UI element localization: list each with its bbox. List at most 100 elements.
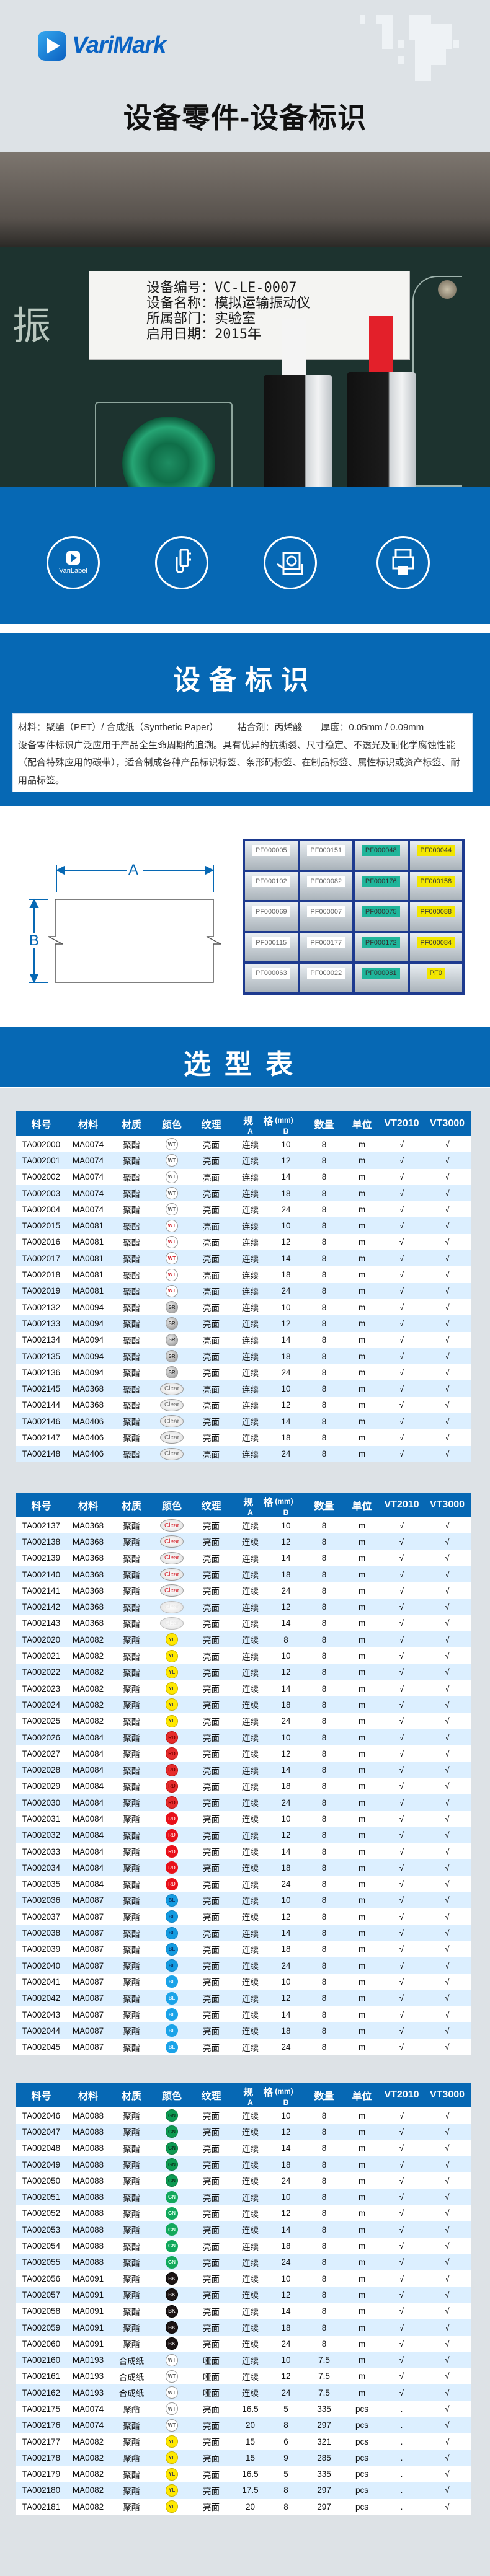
- table-row[interactable]: TA002023 MA0082 聚酯 YL 亮面 连续 14 8 m √ √: [16, 1680, 471, 1696]
- table-row[interactable]: TA002181 MA0082 聚酯 YL 亮面 20 8 297 pcs. √: [16, 2499, 471, 2515]
- table-row[interactable]: TA002060 MA0091 聚酯 BK 亮面 连续 24 8 m √ √: [16, 2336, 471, 2352]
- table-row[interactable]: TA002134 MA0094 聚酯 SR 亮面 连续 14 8 m √ √: [16, 1332, 471, 1348]
- cell-quality: 聚酯: [123, 2043, 140, 2053]
- table-row[interactable]: TA002030 MA0084 聚酯 RD 亮面 连续 24 8 m √ √: [16, 1794, 471, 1811]
- header-qty: 数量: [314, 1120, 334, 1131]
- table-row[interactable]: TA002047 MA0088 聚酯 GN 亮面 连续 12 8 m √ √: [16, 2124, 471, 2140]
- cell-qty: 8: [321, 1270, 327, 1280]
- table-row[interactable]: TA002175 MA0074 聚酯 WT 亮面 16.5 5 335 pcs. √: [16, 2401, 471, 2417]
- cell-spec-a: 连续: [242, 2177, 259, 2187]
- cell-texture: 亮面: [203, 1538, 220, 1548]
- cell-unit: m: [358, 1683, 366, 1693]
- cell-material: MA0074: [72, 1139, 104, 1149]
- table-row[interactable]: TA002041 MA0087 聚酯 BL 亮面 连续 10 8 m √ √: [16, 1974, 471, 1990]
- table-row[interactable]: TA002054 MA0088 聚酯 GN 亮面 连续 18 8 m √ √: [16, 2238, 471, 2254]
- cell-unit: m: [358, 2339, 366, 2349]
- table-row[interactable]: TA002053 MA0088 聚酯 GN 亮面 连续 14 8 m √ √: [16, 2221, 471, 2238]
- table-row[interactable]: TA002055 MA0088 聚酯 GN 亮面 连续 24 8 m √ √: [16, 2254, 471, 2270]
- table-row[interactable]: TA002161 MA0193 合成纸 WT 哑面 连续 12 7.5 m √ √: [16, 2368, 471, 2384]
- cell-qty: 8: [321, 1302, 327, 1312]
- table-row[interactable]: TA002026 MA0084 聚酯 RD 亮面 连续 10 8 m √ √: [16, 1729, 471, 1746]
- table-row[interactable]: TA002031 MA0084 聚酯 RD 亮面 连续 10 8 m √ √: [16, 1811, 471, 1827]
- table-row[interactable]: TA002037 MA0087 聚酯 BL 亮面 连续 12 8 m √ √: [16, 1908, 471, 1925]
- table-row[interactable]: TA002045 MA0087 聚酯 BL 亮面 连续 24 8 m √ √: [16, 2039, 471, 2055]
- table-row[interactable]: TA002132 MA0094 聚酯 SR 亮面 连续 10 8 m √ √: [16, 1299, 471, 1315]
- table-row[interactable]: TA002003 MA0074 聚酯 WT 亮面 连续 18 8 m √ √: [16, 1184, 471, 1202]
- table-row[interactable]: TA002019 MA0081 聚酯 WT 亮面 连续 24 8 m √ √: [16, 1282, 471, 1299]
- table-row[interactable]: TA002048 MA0088 聚酯 GN 亮面 连续 14 8 m √ √: [16, 2140, 471, 2156]
- table-row[interactable]: TA002142 MA0368 聚酯 Clear 亮面 连续 12 8 m √ √: [16, 1599, 471, 1615]
- table-row[interactable]: TA002050 MA0088 聚酯 GN 亮面 连续 24 8 m √ √: [16, 2172, 471, 2189]
- table-row[interactable]: TA002137 MA0368 聚酯 Clear 亮面 连续 10 8 m √ √: [16, 1517, 471, 1533]
- table-row[interactable]: TA002139 MA0368 聚酯 Clear 亮面 连续 14 8 m √ √: [16, 1550, 471, 1566]
- cell-quality: 聚酯: [123, 1538, 140, 1548]
- table-row[interactable]: TA002000 MA0074 聚酯 WT 亮面 连续 10 8 m √ √: [16, 1136, 471, 1152]
- table-row[interactable]: TA002025 MA0082 聚酯 YL 亮面 连续 24 8 m √ √: [16, 1713, 471, 1729]
- cell-material: MA0084: [72, 1765, 104, 1775]
- cell-unit: m: [358, 2192, 366, 2202]
- table-row[interactable]: TA002032 MA0084 聚酯 RD 亮面 连续 12 8 m √ √: [16, 1827, 471, 1843]
- table-row[interactable]: TA002016 MA0081 聚酯 WT 亮面 连续 12 8 m √ √: [16, 1234, 471, 1250]
- table-row[interactable]: TA002136 MA0094 聚酯 SR 亮面 连续 24 8 m √ √: [16, 1364, 471, 1380]
- table-row[interactable]: TA002180 MA0082 聚酯 YL 亮面 17.5 8 297 pcs. √: [16, 2482, 471, 2499]
- table-row[interactable]: TA002027 MA0084 聚酯 RD 亮面 连续 12 8 m √ √: [16, 1745, 471, 1762]
- table-row[interactable]: TA002160 MA0193 合成纸 WT 哑面 连续 10 7.5 m √ √: [16, 2352, 471, 2368]
- table-row[interactable]: TA002144 MA0368 聚酯 Clear 亮面 连续 12 8 m √ √: [16, 1397, 471, 1413]
- table-row[interactable]: TA002051 MA0088 聚酯 GN 亮面 连续 10 8 m √ √: [16, 2189, 471, 2205]
- table-row[interactable]: TA002044 MA0087 聚酯 BL 亮面 连续 18 8 m √ √: [16, 2022, 471, 2039]
- table-row[interactable]: TA002040 MA0087 聚酯 BL 亮面 连续 24 8 m √ √: [16, 1957, 471, 1974]
- table-row[interactable]: TA002146 MA0406 聚酯 Clear 亮面 连续 14 8 m √ √: [16, 1413, 471, 1430]
- table-row[interactable]: TA002042 MA0087 聚酯 BL 亮面 连续 12 8 m √ √: [16, 1990, 471, 2006]
- cell-quality: 聚酯: [123, 2193, 140, 2203]
- table-row[interactable]: TA002178 MA0082 聚酯 YL 亮面 15 9 285 pcs. √: [16, 2450, 471, 2466]
- cell-spec-b: 14: [281, 1335, 291, 1345]
- table-row[interactable]: TA002001 MA0074 聚酯 WT 亮面 连续 12 8 m √ √: [16, 1152, 471, 1169]
- table-row[interactable]: TA002057 MA0091 聚酯 BK 亮面 连续 12 8 m √ √: [16, 2287, 471, 2303]
- table-row[interactable]: TA002140 MA0368 聚酯 Clear 亮面 连续 18 8 m √ √: [16, 1566, 471, 1583]
- table-row[interactable]: TA002043 MA0087 聚酯 BL 亮面 连续 14 8 m √ √: [16, 2006, 471, 2022]
- table-row[interactable]: TA002035 MA0084 聚酯 RD 亮面 连续 24 8 m √ √: [16, 1876, 471, 1892]
- table-row[interactable]: TA002049 MA0088 聚酯 GN 亮面 连续 18 8 m √ √: [16, 2156, 471, 2173]
- table-row[interactable]: TA002038 MA0087 聚酯 BL 亮面 连续 14 8 m √ √: [16, 1925, 471, 1941]
- table-row[interactable]: TA002004 MA0074 聚酯 WT 亮面 连续 24 8 m √ √: [16, 1201, 471, 1217]
- table-row[interactable]: TA002028 MA0084 聚酯 RD 亮面 连续 14 8 m √ √: [16, 1762, 471, 1778]
- cell-quality: 聚酯: [123, 1157, 140, 1167]
- table-row[interactable]: TA002015 MA0081 聚酯 WT 亮面 连续 10 8 m √ √: [16, 1217, 471, 1234]
- table-row[interactable]: TA002052 MA0088 聚酯 GN 亮面 连续 12 8 m √ √: [16, 2205, 471, 2221]
- table-row[interactable]: TA002022 MA0082 聚酯 YL 亮面 连续 12 8 m √ √: [16, 1664, 471, 1680]
- table-row[interactable]: TA002162 MA0193 合成纸 WT 哑面 连续 24 7.5 m √ √: [16, 2384, 471, 2401]
- table-row[interactable]: TA002147 MA0406 聚酯 Clear 亮面 连续 18 8 m √ √: [16, 1429, 471, 1445]
- table-row[interactable]: TA002017 MA0081 聚酯 WT 亮面 连续 14 8 m √ √: [16, 1250, 471, 1267]
- cell-unit: m: [358, 1400, 366, 1410]
- table-row[interactable]: TA002033 MA0084 聚酯 RD 亮面 连续 14 8 m √ √: [16, 1843, 471, 1859]
- table-row[interactable]: TA002143 MA0368 聚酯 Clear 亮面 连续 14 8 m √ √: [16, 1615, 471, 1631]
- table-row[interactable]: TA002002 MA0074 聚酯 WT 亮面 连续 14 8 m √ √: [16, 1169, 471, 1185]
- table-row[interactable]: TA002179 MA0082 聚酯 YL 亮面 16.5 5 335 pcs. √: [16, 2466, 471, 2482]
- table-row[interactable]: TA002177 MA0082 聚酯 YL 亮面 15 6 321 pcs. √: [16, 2433, 471, 2450]
- table-row[interactable]: TA002029 MA0084 聚酯 RD 亮面 连续 18 8 m √ √: [16, 1778, 471, 1794]
- table-row[interactable]: TA002135 MA0094 聚酯 SR 亮面 连续 18 8 m √ √: [16, 1348, 471, 1365]
- table-row[interactable]: TA002141 MA0368 聚酯 Clear 亮面 连续 24 8 m √ √: [16, 1582, 471, 1599]
- cell-spec-b: 12: [281, 2208, 291, 2218]
- table-row[interactable]: TA002176 MA0074 聚酯 WT 亮面 20 8 297 pcs. √: [16, 2417, 471, 2433]
- cell-unit: m: [358, 2009, 366, 2019]
- table-row[interactable]: TA002145 MA0368 聚酯 Clear 亮面 连续 10 8 m √ √: [16, 1380, 471, 1397]
- table-row[interactable]: TA002059 MA0091 聚酯 BK 亮面 连续 18 8 m √ √: [16, 2319, 471, 2336]
- table-row[interactable]: TA002024 MA0082 聚酯 YL 亮面 连续 18 8 m √ √: [16, 1696, 471, 1713]
- table-row[interactable]: TA002148 MA0406 聚酯 Clear 亮面 连续 24 8 m √ √: [16, 1445, 471, 1462]
- table-row[interactable]: TA002138 MA0368 聚酯 Clear 亮面 连续 12 8 m √ √: [16, 1533, 471, 1550]
- cell-color: GN: [154, 2124, 190, 2140]
- color-swatch-badge: RD: [166, 1877, 178, 1890]
- table-row[interactable]: TA002039 MA0087 聚酯 BL 亮面 连续 18 8 m √ √: [16, 1941, 471, 1957]
- table-row[interactable]: TA002018 MA0081 聚酯 WT 亮面 连续 18 8 m √ √: [16, 1266, 471, 1282]
- table-row[interactable]: TA002034 MA0084 聚酯 RD 亮面 连续 18 8 m √ √: [16, 1859, 471, 1876]
- table-row[interactable]: TA002058 MA0091 聚酯 BK 亮面 连续 14 8 m √ √: [16, 2303, 471, 2319]
- table-row[interactable]: TA002020 MA0082 聚酯 YL 亮面 连续 8 8 m √ √: [16, 1631, 471, 1648]
- table-row[interactable]: TA002133 MA0094 聚酯 SR 亮面 连续 12 8 m √ √: [16, 1315, 471, 1332]
- table-row[interactable]: TA002036 MA0087 聚酯 BL 亮面 连续 10 8 m √ √: [16, 1892, 471, 1909]
- cell-texture: 亮面: [203, 1831, 220, 1841]
- table-row[interactable]: TA002056 MA0091 聚酯 BK 亮面 连续 10 8 m √ √: [16, 2270, 471, 2287]
- table-row[interactable]: TA002021 MA0082 聚酯 YL 亮面 连续 10 8 m √ √: [16, 1647, 471, 1664]
- table-row[interactable]: TA002046 MA0088 聚酯 GN 亮面 连续 10 8 m √ √: [16, 2107, 471, 2124]
- cell-qty: 8: [321, 1318, 327, 1328]
